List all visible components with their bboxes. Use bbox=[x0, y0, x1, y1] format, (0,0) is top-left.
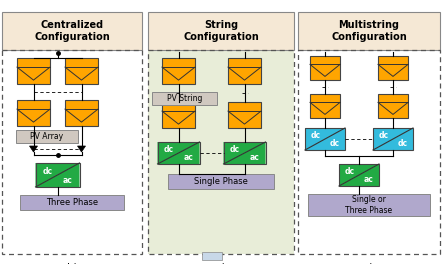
Polygon shape bbox=[305, 128, 345, 150]
FancyBboxPatch shape bbox=[378, 56, 408, 80]
Polygon shape bbox=[305, 128, 345, 150]
FancyBboxPatch shape bbox=[17, 100, 50, 126]
FancyBboxPatch shape bbox=[308, 194, 430, 216]
Text: Single or
Three Phase: Single or Three Phase bbox=[346, 195, 392, 215]
Text: b): b) bbox=[67, 262, 77, 264]
Text: dc: dc bbox=[311, 131, 321, 140]
Text: dc: dc bbox=[397, 139, 407, 148]
FancyBboxPatch shape bbox=[17, 58, 50, 84]
Text: ac: ac bbox=[183, 153, 193, 162]
Text: c): c) bbox=[216, 262, 226, 264]
Text: dc: dc bbox=[345, 167, 355, 176]
Text: dc: dc bbox=[42, 167, 53, 176]
FancyBboxPatch shape bbox=[228, 58, 261, 84]
FancyBboxPatch shape bbox=[148, 50, 294, 254]
Text: ac: ac bbox=[63, 176, 72, 185]
Text: Single Phase: Single Phase bbox=[194, 177, 248, 186]
FancyBboxPatch shape bbox=[65, 100, 98, 126]
FancyBboxPatch shape bbox=[202, 252, 221, 260]
Text: PV String: PV String bbox=[167, 94, 202, 103]
FancyBboxPatch shape bbox=[65, 58, 98, 84]
Text: dc: dc bbox=[379, 131, 389, 140]
Polygon shape bbox=[373, 128, 413, 150]
FancyBboxPatch shape bbox=[378, 94, 408, 118]
Text: String
Configuration: String Configuration bbox=[183, 20, 259, 42]
Text: Three Phase: Three Phase bbox=[46, 198, 98, 207]
FancyBboxPatch shape bbox=[162, 102, 195, 128]
Text: Centralized
Configuration: Centralized Configuration bbox=[34, 20, 110, 42]
FancyBboxPatch shape bbox=[152, 92, 217, 105]
FancyBboxPatch shape bbox=[148, 12, 294, 50]
FancyBboxPatch shape bbox=[162, 58, 195, 84]
FancyBboxPatch shape bbox=[168, 174, 274, 189]
Text: dc: dc bbox=[329, 139, 339, 148]
FancyBboxPatch shape bbox=[310, 56, 340, 80]
Polygon shape bbox=[35, 163, 80, 187]
FancyBboxPatch shape bbox=[310, 94, 340, 118]
FancyBboxPatch shape bbox=[2, 12, 142, 50]
Polygon shape bbox=[157, 142, 199, 164]
FancyBboxPatch shape bbox=[20, 195, 124, 210]
Polygon shape bbox=[35, 163, 80, 187]
FancyBboxPatch shape bbox=[16, 130, 78, 143]
Polygon shape bbox=[373, 128, 413, 150]
Polygon shape bbox=[339, 164, 379, 186]
Text: PV Array: PV Array bbox=[30, 132, 64, 141]
Text: ac: ac bbox=[363, 175, 373, 184]
Polygon shape bbox=[224, 142, 266, 164]
Polygon shape bbox=[157, 142, 199, 164]
Text: dc: dc bbox=[230, 145, 240, 154]
Polygon shape bbox=[339, 164, 379, 186]
Polygon shape bbox=[30, 146, 38, 152]
Text: a): a) bbox=[364, 262, 374, 264]
FancyBboxPatch shape bbox=[298, 12, 440, 50]
Text: ac: ac bbox=[249, 153, 259, 162]
Text: dc: dc bbox=[164, 145, 174, 154]
Polygon shape bbox=[224, 142, 266, 164]
FancyBboxPatch shape bbox=[228, 102, 261, 128]
Text: Multistring
Configuration: Multistring Configuration bbox=[331, 20, 407, 42]
Polygon shape bbox=[77, 146, 85, 152]
